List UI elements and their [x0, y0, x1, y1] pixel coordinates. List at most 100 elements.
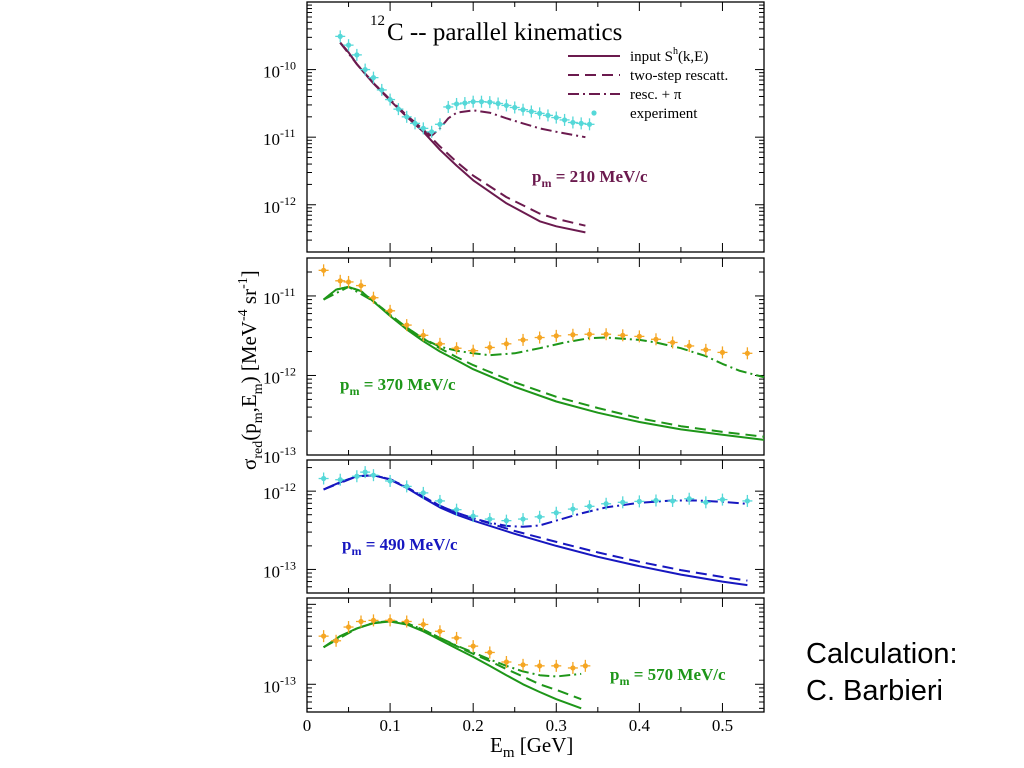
experiment-point [717, 493, 728, 506]
legend-label: input Sh(k,E) [630, 46, 708, 65]
experiment-point [451, 631, 462, 644]
experiment-point [576, 117, 587, 130]
title: 12 C -- parallel kinematics [370, 13, 622, 46]
x-axis-label-sub: m [503, 745, 515, 761]
curve-dashed [323, 474, 748, 582]
experiment-point [376, 83, 387, 96]
y-axis-label-red: red [251, 441, 266, 459]
experiment-point [468, 344, 479, 357]
experiment-point [434, 337, 445, 350]
panel-1: 10-10 10-11 10-12 pm = 210 MeV/c [263, 1, 765, 253]
experiment-point [368, 291, 379, 304]
experiment-point [443, 100, 454, 113]
experiment-point [385, 474, 396, 487]
experiment-point [451, 342, 462, 355]
y-tick-label: 10-12 [263, 194, 296, 217]
experiment-point [426, 125, 437, 138]
experiment-point [534, 510, 545, 523]
y-axis-label-open: (p [237, 423, 261, 441]
panel-frame [306, 597, 765, 713]
experiment-point [667, 336, 678, 349]
experiment-point [567, 328, 578, 341]
experiment-point [393, 103, 404, 116]
experiment-point [434, 625, 445, 638]
experiment-point [501, 99, 512, 112]
title-superscript: 12 [370, 13, 385, 29]
experiment-point [484, 96, 495, 109]
experiment-point [534, 107, 545, 120]
experiment-point [617, 496, 628, 509]
experiment-point [584, 500, 595, 513]
x-tick-label: 0 [303, 716, 312, 735]
experiment-point [526, 105, 537, 118]
experiment-point [418, 618, 429, 631]
curve-dashed [323, 619, 582, 701]
experiment-point [351, 470, 362, 483]
legend-label: two-step rescatt. [630, 68, 728, 84]
legend-item-dashdot: resc. + π [568, 87, 682, 103]
experiment-point [401, 110, 412, 123]
experiment-point [650, 494, 661, 507]
y-tick-label: 10-13 [263, 558, 296, 581]
experiment-point [385, 304, 396, 317]
experiment-point [434, 118, 445, 131]
experiment-point [451, 97, 462, 110]
experiment-point [501, 655, 512, 668]
experiment-point [700, 343, 711, 356]
experiment-point [584, 328, 595, 341]
curve-dashdot [339, 42, 586, 139]
experiment-point [650, 333, 661, 346]
legend-item-solid: input Sh(k,E) [568, 46, 708, 65]
experiment-point [318, 264, 329, 277]
x-tick-label: 0.5 [712, 716, 733, 735]
experiment-point [356, 279, 367, 292]
curve-dashed [322, 285, 765, 438]
experiment-point [318, 630, 329, 643]
experiment-point [601, 497, 612, 510]
experiment-point [335, 30, 346, 43]
panel-2: 10-11 10-12 10-13 pm = 370 MeV/c [263, 257, 765, 467]
x-tick-label: 0.2 [463, 716, 484, 735]
curve-dashdot [323, 285, 765, 379]
curve-dashdot [323, 619, 582, 678]
experiment-point [617, 329, 628, 342]
experiment-point [343, 621, 354, 634]
y-axis-label-sub1: m [251, 412, 266, 423]
experiment-point [459, 97, 470, 110]
y-axis-label-unit: ) [MeV [237, 321, 261, 383]
y-axis-label-sr: sr [237, 289, 261, 309]
experiment-point [360, 466, 371, 479]
experiment-point [534, 331, 545, 344]
experiment-point [518, 513, 529, 526]
panel-frame [306, 1, 765, 253]
experiment-point [567, 661, 578, 674]
experiment-point [501, 337, 512, 350]
curve-solid [339, 42, 586, 234]
curve-dashdot [323, 474, 748, 528]
y-tick-label: 10-11 [263, 126, 296, 149]
y-tick-label: 10-13 [263, 444, 296, 467]
experiment-point [360, 63, 371, 76]
experiment-point [518, 103, 529, 116]
credit-line-2: C. Barbieri [806, 675, 943, 707]
y-axis-label-exp4: -4 [236, 309, 251, 321]
y-axis-label-exp1: -1 [236, 277, 251, 289]
experiment-point [684, 339, 695, 352]
x-tick-label: 0.1 [379, 716, 400, 735]
experiment-point [684, 492, 695, 505]
y-axis-label-comma: ,E [237, 394, 261, 412]
panel-label: pm = 490 MeV/c [342, 535, 458, 558]
experiment-point [484, 341, 495, 354]
curve-dashed [339, 42, 586, 227]
experiment-point [580, 659, 591, 672]
experiment-point [401, 480, 412, 493]
experiment-point [401, 319, 412, 332]
legend-item-point: experiment [591, 106, 698, 122]
experiment-point [567, 503, 578, 516]
curve-solid [323, 474, 748, 587]
title-text: C -- parallel kinematics [387, 19, 622, 46]
panel-label: pm = 370 MeV/c [340, 375, 456, 398]
experiment-point [468, 640, 479, 653]
